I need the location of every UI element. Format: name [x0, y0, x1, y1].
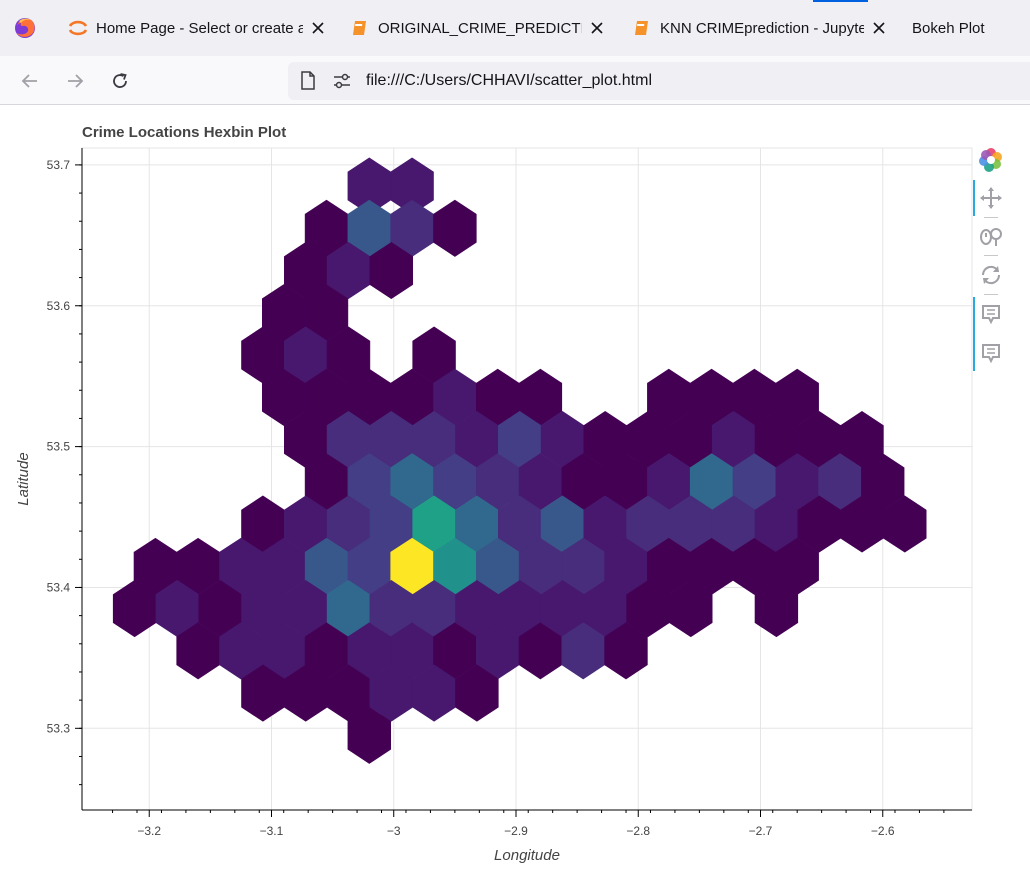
hexbin-cell: [455, 664, 499, 722]
back-button[interactable]: [17, 68, 43, 94]
hexbin-cell: [433, 199, 477, 257]
tab-knn-crimeprediction[interactable]: KNN CRIMEprediction - Jupyter: [622, 8, 896, 48]
url-text: file:///C:/Users/CHHAVI/scatter_plot.htm…: [366, 72, 652, 89]
tab-bokeh-plot[interactable]: Bokeh Plot: [904, 8, 1024, 48]
x-tick-label: −3.2: [137, 824, 161, 838]
active-tool-indicator: [973, 297, 975, 371]
reload-button[interactable]: [107, 68, 133, 94]
hover-tool-icon[interactable]: [978, 340, 1004, 366]
hexbin-cell: [883, 495, 927, 553]
y-tick-label: 53.4: [47, 580, 71, 594]
y-tick-label: 53.5: [47, 440, 71, 454]
x-tick-label: −3: [387, 824, 401, 838]
reset-tool-icon[interactable]: [978, 262, 1004, 288]
hexbin-cell: [669, 580, 713, 638]
forward-button[interactable]: [62, 68, 88, 94]
address-bar[interactable]: file:///C:/Users/CHHAVI/scatter_plot.htm…: [288, 62, 1030, 100]
hexbin-plot[interactable]: −3.2 −3.1 −3 −2.9 −2.8 −2.7 −2.6 53.353.453.55…: [0, 105, 1030, 876]
jupyter-icon: [68, 18, 88, 38]
hexbin-cells: [112, 157, 927, 764]
permissions-icon[interactable]: [332, 72, 352, 95]
hexbin-cell: [754, 580, 799, 638]
tab-label: ORIGINAL_CRIME_PREDICTION: [378, 19, 582, 37]
file-icon: [300, 71, 316, 95]
pan-tool-icon[interactable]: [978, 185, 1004, 211]
x-tick-label: −2.8: [626, 824, 650, 838]
plot-title: Crime Locations Hexbin Plot: [82, 124, 287, 141]
y-tick-label: 53.3: [47, 721, 71, 735]
hexbin-cell: [347, 706, 392, 764]
plot-toolbar: [972, 145, 1012, 385]
toolbar-divider: [984, 255, 998, 256]
hexbin-cell: [604, 622, 648, 680]
notebook-icon: [632, 18, 652, 38]
x-tick-label: −2.7: [749, 824, 773, 838]
x-tick-label: −2.9: [504, 824, 528, 838]
x-axis-label: Longitude: [494, 847, 560, 864]
notebook-icon: [350, 18, 370, 38]
active-tab-indicator: [813, 0, 868, 2]
toolbar-divider: [984, 217, 998, 218]
x-axis-ticks: −3.2 −3.1 −3 −2.9 −2.8 −2.7 −2.6: [112, 810, 945, 838]
x-tick-label: −2.6: [871, 824, 895, 838]
tab-home-page[interactable]: Home Page - Select or create a: [58, 8, 333, 48]
browser-tab-bar: Home Page - Select or create a ORIGINAL_…: [0, 0, 1030, 56]
y-axis-label: Latitude: [15, 452, 32, 505]
hover-tool-icon[interactable]: [978, 301, 1004, 327]
y-axis-ticks: 53.3 53.4 53.5 53.6 53.7: [47, 158, 82, 786]
close-icon[interactable]: [588, 19, 606, 37]
firefox-logo-icon[interactable]: [14, 17, 36, 39]
wheel-zoom-tool-icon[interactable]: [978, 223, 1004, 249]
hexbin-cell: [369, 242, 414, 300]
close-icon[interactable]: [309, 19, 327, 37]
navigation-bar: file:///C:/Users/CHHAVI/scatter_plot.htm…: [0, 56, 1030, 105]
y-tick-label: 53.7: [47, 158, 71, 172]
active-tool-indicator: [973, 180, 975, 216]
bokeh-logo-icon[interactable]: [978, 147, 1004, 173]
tab-label: KNN CRIMEprediction - Jupyter: [660, 19, 864, 37]
toolbar-divider: [984, 294, 998, 295]
tab-label: Bokeh Plot: [912, 19, 985, 37]
x-tick-label: −3.1: [260, 824, 284, 838]
tab-label: Home Page - Select or create a: [96, 19, 303, 37]
tab-original-crime-prediction[interactable]: ORIGINAL_CRIME_PREDICTION: [340, 8, 614, 48]
y-tick-label: 53.6: [47, 299, 71, 313]
close-icon[interactable]: [870, 19, 888, 37]
